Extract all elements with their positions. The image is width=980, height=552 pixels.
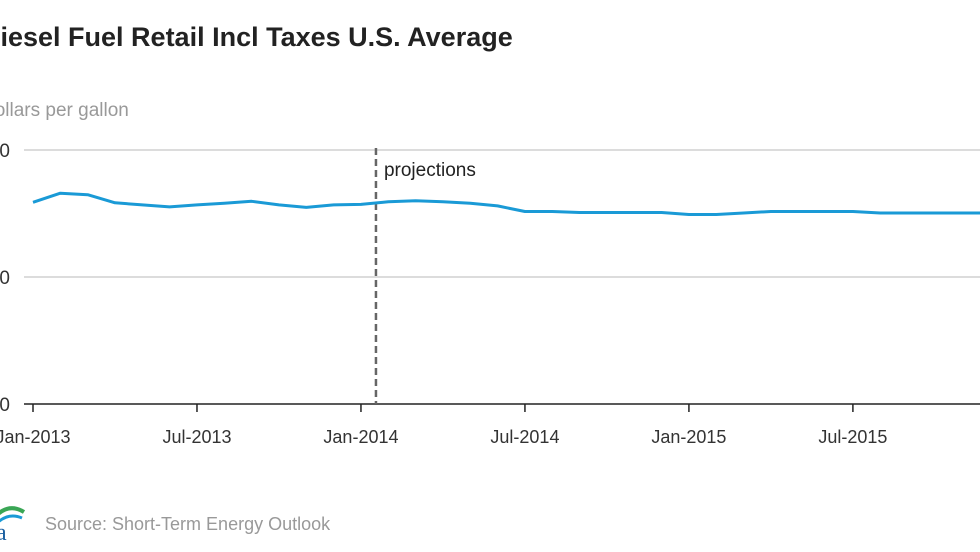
y-tick-label: 2.50 [0, 268, 10, 289]
svg-text:a: a [0, 520, 7, 546]
series-line [32, 191, 980, 216]
x-tick-label: Jan-2014 [323, 427, 398, 447]
source-note: Source: Short-Term Energy Outlook [45, 514, 331, 534]
x-tick-label: Jul-2015 [818, 427, 887, 447]
x-tick-label: Jul-2014 [490, 427, 559, 447]
eia-logo: a [0, 506, 26, 546]
x-tick-label: Jan-2015 [651, 427, 726, 447]
y-tick-label: 0.00 [0, 395, 10, 416]
x-tick-label: Jan-2013 [0, 427, 71, 447]
y-tick-label: 5.00 [0, 141, 10, 162]
chart-title: Diesel Fuel Retail Incl Taxes U.S. Avera… [0, 22, 513, 52]
projections-label: projections [384, 160, 476, 181]
y-axis-label: Dollars per gallon [0, 100, 129, 121]
x-tick-label: Jul-2013 [162, 427, 231, 447]
